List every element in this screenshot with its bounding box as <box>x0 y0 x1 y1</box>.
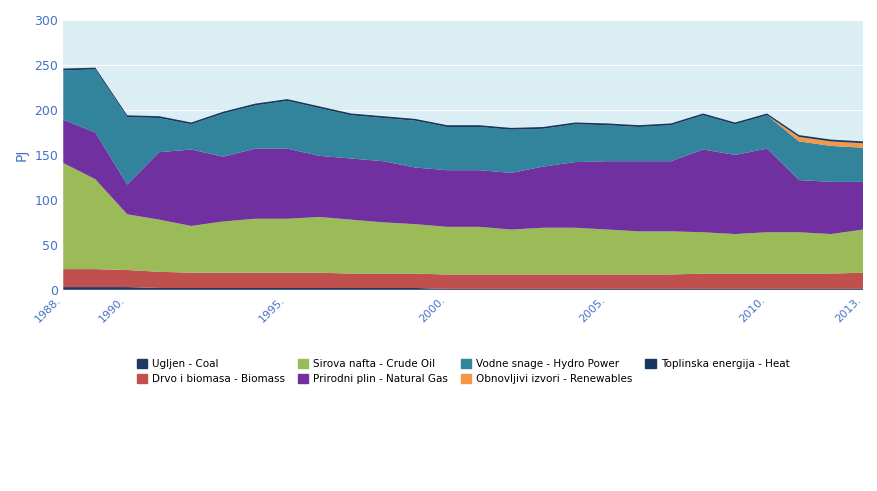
Legend: Ugljen - Coal, Drvo i biomasa - Biomass, Sirova nafta - Crude Oil, Prirodni plin: Ugljen - Coal, Drvo i biomasa - Biomass,… <box>132 355 793 388</box>
Y-axis label: PJ: PJ <box>15 149 29 161</box>
